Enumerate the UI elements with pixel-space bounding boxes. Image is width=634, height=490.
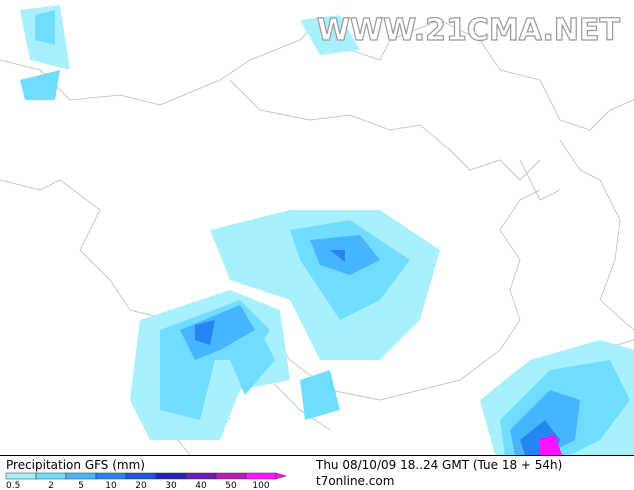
legend-swatch bbox=[95, 472, 127, 480]
timestamp: Thu 08/10/09 18..24 GMT (Tue 18 + 54h) bbox=[315, 458, 562, 472]
footer-title: Precipitation GFS (mm) bbox=[6, 458, 145, 472]
legend-swatch bbox=[35, 472, 67, 480]
legend-label: 10 bbox=[105, 481, 117, 490]
legend-label: 30 bbox=[165, 481, 177, 490]
legend-swatch bbox=[125, 472, 157, 480]
legend: 0.5 2 5 10 20 30 40 50 100 bbox=[5, 472, 287, 490]
legend-label: 50 bbox=[225, 481, 237, 490]
legend-swatch bbox=[215, 472, 247, 480]
legend-label: 100 bbox=[252, 481, 269, 490]
footer bbox=[0, 455, 634, 490]
watermark: WWW.21CMA.NET bbox=[317, 13, 621, 48]
precipitation bbox=[20, 5, 634, 455]
legend-swatch bbox=[185, 472, 217, 480]
legend-label: 5 bbox=[78, 481, 84, 490]
legend-swatch bbox=[5, 472, 37, 480]
legend-label: 2 bbox=[48, 481, 54, 490]
legend-swatch bbox=[65, 472, 97, 480]
source: t7online.com bbox=[316, 474, 394, 488]
legend-label: 20 bbox=[135, 481, 147, 490]
legend-swatch bbox=[155, 472, 187, 480]
legend-arrow bbox=[275, 472, 287, 480]
legend-label: 40 bbox=[195, 481, 207, 490]
legend-label: 0.5 bbox=[6, 481, 20, 490]
legend-swatch bbox=[245, 472, 277, 480]
